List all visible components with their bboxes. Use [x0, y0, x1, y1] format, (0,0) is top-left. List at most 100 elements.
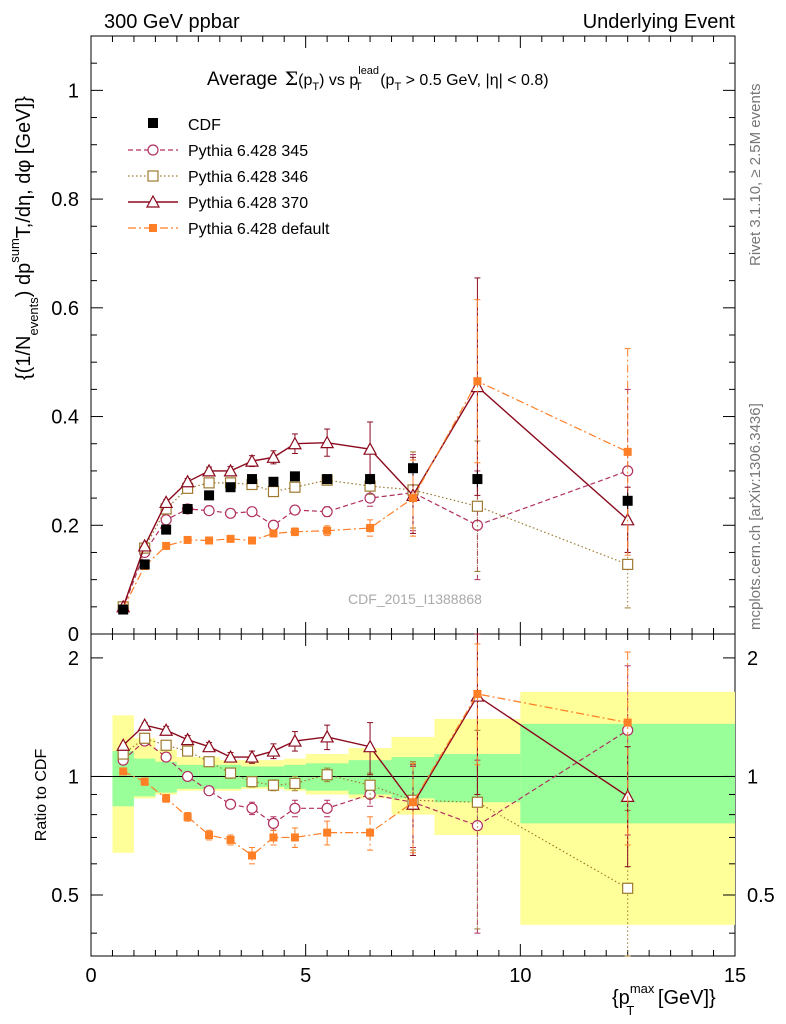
ratio-point-pdef — [140, 777, 149, 786]
legend-marker-p370 — [145, 194, 161, 208]
point-pdef — [248, 536, 256, 545]
x-tick-label: 15 — [724, 965, 746, 987]
ratio-point-p346 — [267, 779, 280, 791]
point-p346 — [267, 485, 280, 498]
analysis-watermark: CDF_2015_I1388868 — [348, 591, 482, 607]
ratio-data — [116, 633, 635, 957]
point-pdef — [226, 534, 235, 543]
point-p345 — [224, 507, 237, 519]
point-pdef — [269, 529, 278, 538]
legend-marker-p345 — [147, 144, 159, 156]
ratio-y-tick-label-right: 0.5 — [747, 885, 775, 907]
ratio-point-p370 — [266, 743, 281, 757]
ratio-point-p346 — [622, 882, 634, 894]
ratio-point-pdef — [183, 812, 192, 821]
point-p370 — [137, 538, 152, 552]
series-line-p345 — [122, 470, 628, 609]
point-cdf — [322, 474, 333, 485]
point-p345 — [203, 504, 215, 517]
ratio-y-tick-label-right: 2 — [747, 648, 758, 670]
ratio-point-p345 — [267, 817, 280, 829]
ratio-point-p370 — [287, 733, 302, 747]
main-y-tick-label: 0.4 — [51, 407, 79, 429]
point-pdef — [183, 535, 192, 544]
ratio-point-p370 — [320, 729, 335, 743]
legend-item-p370: Pythia 6.428 370 — [128, 194, 308, 212]
point-p346 — [289, 481, 301, 493]
ratio-point-pdef — [366, 828, 375, 837]
main-y-tick-label: 0.2 — [51, 515, 79, 537]
legend-marker-p346 — [147, 170, 159, 182]
ratio-y-tick-label: 0.5 — [51, 885, 79, 907]
point-cdf — [247, 474, 257, 485]
legend-label-p345: Pythia 6.428 345 — [188, 143, 308, 160]
band-inner — [133, 758, 156, 797]
point-p370 — [266, 450, 281, 463]
legend-item-cdf: CDF — [148, 117, 221, 134]
ratio-point-p346 — [289, 777, 301, 790]
legend-item-p345: Pythia 6.428 345 — [128, 143, 308, 160]
point-pdef — [162, 541, 171, 550]
main-y-axis-label: {(1/Nevents) dpsumT,/dη, dφ [GeV]} — [7, 96, 41, 380]
point-cdf — [408, 463, 418, 474]
ratio-point-pdef — [623, 718, 632, 727]
legend-label-p346: Pythia 6.428 346 — [188, 169, 308, 186]
main-axis-ticks: 0 0.2 0.4 0.6 0.8 1 — [51, 35, 736, 646]
ratio-point-p346 — [203, 756, 215, 768]
point-cdf — [225, 482, 236, 493]
ratio-point-p345 — [224, 798, 237, 810]
chart-title: Average Σ(pT) vs plead T (pT > 0.5 GeV, |… — [207, 65, 549, 93]
ratio-point-p345 — [246, 802, 258, 814]
ratio-point-p370 — [202, 739, 217, 753]
ratio-point-p370 — [180, 732, 195, 746]
ratio-point-p346 — [182, 745, 194, 757]
ratio-point-p370 — [159, 723, 174, 736]
legend-item-p346: Pythia 6.428 346 — [128, 169, 308, 186]
rivet-version: Rivet 3.1.10, ≥ 2.5M events — [747, 84, 764, 267]
main-data — [116, 277, 635, 615]
ratio-uncertainty-bands — [112, 691, 735, 925]
legend-marker-cdf — [148, 118, 158, 128]
point-cdf — [365, 474, 376, 485]
ratio-y-tick-label: 1 — [68, 766, 79, 788]
legend-label-p370: Pythia 6.428 370 — [188, 195, 308, 212]
main-y-tick-label: 1 — [68, 80, 79, 102]
point-cdf — [268, 476, 279, 487]
ratio-point-p346 — [139, 732, 151, 744]
main-y-tick-label: 0.6 — [51, 298, 79, 320]
point-p345 — [267, 519, 280, 531]
legend-label-cdf: CDF — [188, 117, 221, 134]
ratio-point-pdef — [473, 689, 482, 698]
ratio-point-pdef — [205, 831, 214, 840]
x-axis-label: {pmax T [GeV]} — [612, 981, 716, 1018]
ratio-y-tick-label-right: 1 — [747, 766, 758, 788]
series-line-p370 — [122, 385, 629, 608]
ratio-point-p346 — [471, 796, 483, 808]
ratio-point-pdef — [162, 794, 171, 803]
band-inner — [155, 761, 177, 793]
point-p345 — [321, 506, 333, 518]
point-pdef — [366, 523, 375, 532]
ratio-y-axis-label: Ratio to CDF — [33, 749, 50, 842]
legend-label-pdef: Pythia 6.428 default — [188, 221, 330, 238]
header-left: 300 GeV ppbar — [104, 11, 240, 33]
series-line-pdef — [122, 380, 628, 609]
point-p370 — [244, 453, 260, 467]
ratio-point-p370 — [137, 717, 152, 731]
ratio-point-p345 — [182, 770, 194, 783]
band-inner — [112, 751, 134, 807]
point-cdf — [289, 471, 300, 482]
main-y-tick-label: 0.8 — [51, 189, 79, 211]
point-p370 — [287, 436, 302, 450]
point-pdef — [205, 536, 214, 545]
ratio-point-p346 — [224, 767, 237, 779]
point-pdef — [323, 526, 332, 535]
point-p370 — [363, 441, 378, 455]
ratio-point-pdef — [409, 798, 417, 807]
point-p345 — [246, 506, 258, 518]
point-cdf — [472, 474, 483, 485]
ratio-point-p346 — [246, 776, 258, 788]
point-p370 — [320, 435, 335, 449]
point-p346 — [622, 558, 634, 571]
point-p346 — [471, 500, 483, 512]
